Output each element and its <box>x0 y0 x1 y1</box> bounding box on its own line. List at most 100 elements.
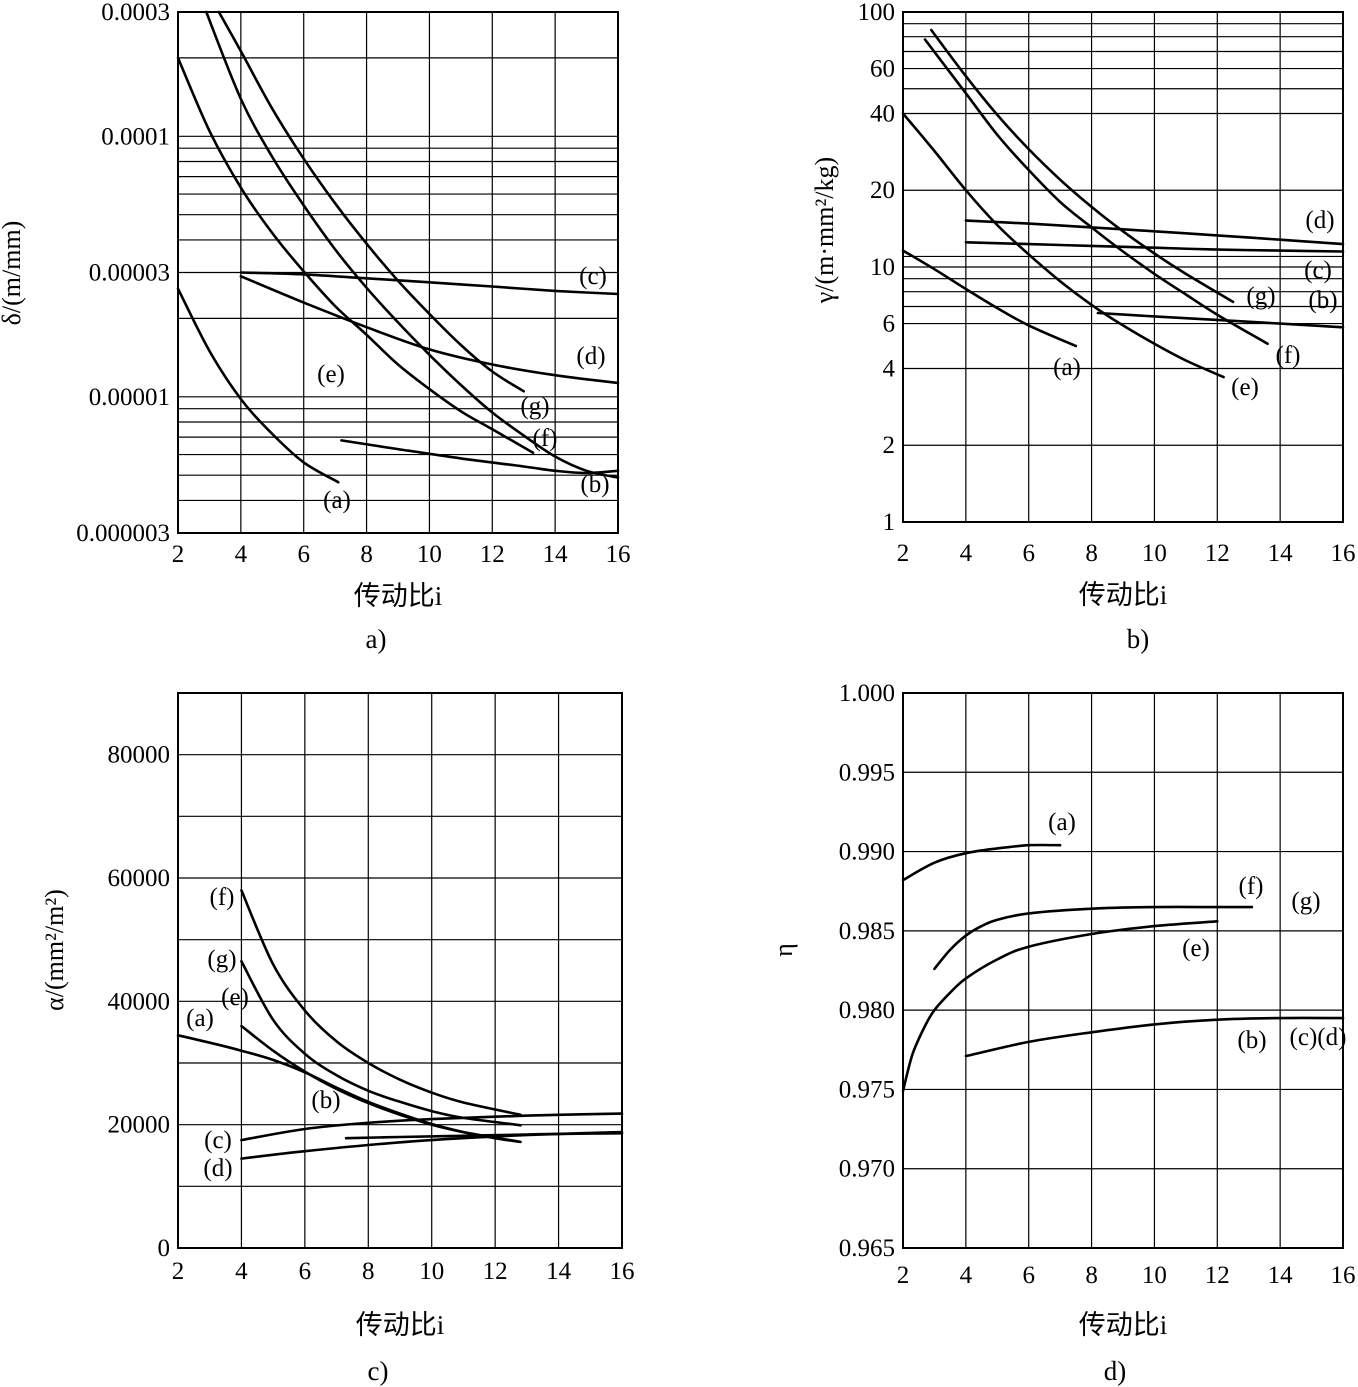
curve-label: (b) <box>1237 1027 1266 1054</box>
curve-label: (e) <box>221 984 249 1011</box>
curve-label: (a) <box>323 487 351 514</box>
y-tick-label: 20 <box>870 177 895 204</box>
x-tick-label: 10 <box>1142 1262 1167 1289</box>
chart-b: 2 4 6 8 10 12 14 16100604020106421(a)(b)(c)(d)(… <box>810 0 1356 654</box>
curve-label: (e) <box>1231 374 1259 401</box>
y-tick-label: 20000 <box>108 1112 171 1139</box>
curve-a <box>901 843 1062 882</box>
curve-label: (c) <box>1304 257 1332 284</box>
curve-c <box>964 241 1345 253</box>
x-tick-label: 8 <box>1085 1262 1098 1289</box>
curve-g <box>930 28 1235 304</box>
y-tick-label: 1 <box>883 509 896 536</box>
curve-label: (d) <box>1305 207 1334 234</box>
curve-label: (b) <box>1308 287 1337 314</box>
x-tick-label: 8 <box>1085 540 1098 567</box>
y-tick-label: 80000 <box>108 742 171 769</box>
curve-label: (e) <box>1182 935 1210 962</box>
curve-label: (f) <box>1276 342 1301 369</box>
y-tick-label: 40 <box>870 100 895 127</box>
y-tick-label: 0.990 <box>839 839 895 866</box>
y-tick-label: 0.975 <box>839 1076 895 1103</box>
y-tick-label: 40000 <box>108 988 171 1015</box>
x-tick-label: 14 <box>546 1258 572 1285</box>
curve-fg <box>933 905 1254 971</box>
x-tick-label: 4 <box>960 540 973 567</box>
curve-e <box>240 1024 519 1143</box>
curve-label: (d) <box>203 1155 232 1182</box>
chart-a: 2 4 6 8 10 12 14 16 0.0003 0.0001 0.00003 0.00001 0.… <box>0 0 631 654</box>
curve-label: (e) <box>317 361 345 388</box>
curve-b <box>340 439 620 475</box>
plot-frame <box>902 11 1344 523</box>
curve-label: (f) <box>1239 873 1264 900</box>
curve-bcd <box>964 1016 1345 1058</box>
y-tick-label: 60000 <box>108 865 171 892</box>
y-tick-label: 0.0003 <box>101 0 170 26</box>
x-tick-label: 2 <box>172 541 185 568</box>
x-tick-label: 8 <box>360 541 373 568</box>
curve-label: (f) <box>210 884 235 911</box>
y-tick-label: 0.980 <box>839 997 895 1024</box>
plot-frame <box>177 692 623 1249</box>
y-tick-label: 10 <box>870 254 895 281</box>
curve-label: (g) <box>520 393 549 420</box>
x-tick-label: 10 <box>419 1258 444 1285</box>
curve-d <box>964 219 1345 246</box>
x-axis-title: 传动比i <box>1079 1310 1168 1340</box>
y-tick-label: 0.000003 <box>76 520 170 547</box>
x-tick-label: 16 <box>1331 1262 1356 1289</box>
x-tick-label: 2 <box>897 540 910 567</box>
curve-f <box>240 889 522 1117</box>
y-tick-label: 1.000 <box>839 680 895 707</box>
y-tick-label: 0.985 <box>839 918 895 945</box>
curve-f <box>205 10 620 479</box>
curve-label: (a) <box>186 1005 214 1032</box>
x-axis-title: 传动比i <box>354 581 443 611</box>
chart-c: 2 4 6 8 10 12 14 16 80000 60000 40000 20000 0 (f) (g) (… <box>40 692 635 1386</box>
x-tick-label: 10 <box>417 541 442 568</box>
curve-a <box>176 287 340 484</box>
y-tick-label: 2 <box>883 432 896 459</box>
y-tick-label: 0.00003 <box>89 260 170 287</box>
curve-label: (g) <box>207 946 236 973</box>
curve-label: (a) <box>1053 354 1081 381</box>
x-tick-label: 10 <box>1142 540 1167 567</box>
x-tick-label: 8 <box>362 1258 375 1285</box>
curve-label: (c)(d) <box>1290 1024 1347 1051</box>
curve-label: (b) <box>311 1087 340 1114</box>
y-tick-label: 60 <box>870 56 895 83</box>
curve-label: (g) <box>1291 888 1320 915</box>
curve-e <box>901 112 1225 379</box>
curve-label: (c) <box>204 1127 232 1154</box>
curve-e <box>901 920 1219 1093</box>
x-tick-label: 6 <box>297 541 310 568</box>
x-tick-label: 14 <box>1268 540 1294 567</box>
x-tick-label: 2 <box>897 1262 910 1289</box>
panel-caption: a) <box>366 624 387 654</box>
y-tick-label: 0 <box>158 1235 171 1262</box>
y-tick-label: 0.0001 <box>101 123 170 150</box>
chart-d: 2 4 6 8 10 12 14 16 1.000 0.995 0.990 0.985 0.980 0.9… <box>769 680 1356 1386</box>
y-axis-title: α/(mm²/m²) <box>40 889 69 1011</box>
curve-label: (d) <box>576 343 605 370</box>
curve-f <box>923 38 1269 346</box>
curve-e <box>176 56 535 454</box>
y-tick-label: 0.970 <box>839 1156 895 1183</box>
curve-label: (a) <box>1048 809 1076 836</box>
x-tick-label: 4 <box>235 1258 248 1285</box>
curve-d <box>239 275 620 385</box>
x-tick-label: 12 <box>480 541 505 568</box>
panel-caption: d) <box>1104 1356 1127 1386</box>
curve-g <box>240 960 522 1127</box>
y-tick-label: 6 <box>883 311 896 338</box>
curve-c <box>240 1112 624 1142</box>
y-tick-label: 100 <box>858 0 896 26</box>
x-tick-label: 16 <box>606 541 631 568</box>
x-tick-label: 12 <box>483 1258 508 1285</box>
x-tick-label: 2 <box>172 1258 185 1285</box>
curve-label: (f) <box>533 425 558 452</box>
plot-frame <box>177 11 619 534</box>
y-tick-label: 0.00001 <box>89 384 170 411</box>
panel-caption: b) <box>1127 624 1150 654</box>
